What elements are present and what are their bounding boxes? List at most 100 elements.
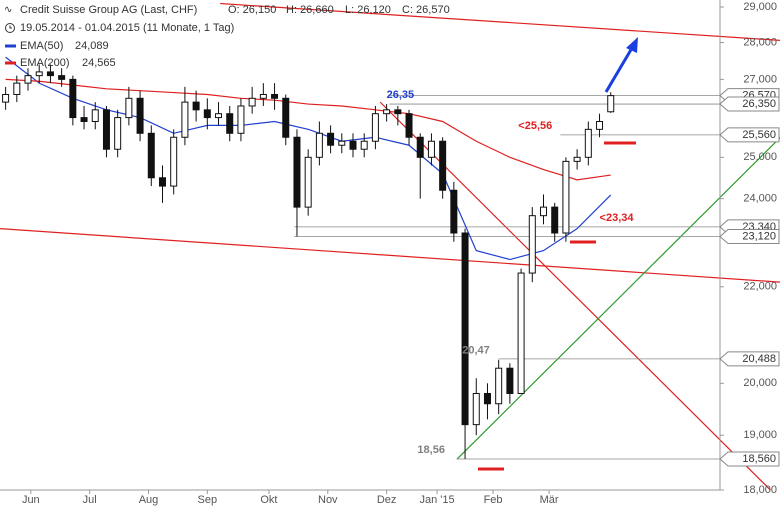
candle-body: [136, 97, 144, 134]
legend-label: EMA(200): [20, 57, 70, 69]
clock-icon: [5, 23, 15, 33]
candle-body: [226, 113, 234, 134]
candle-body: [203, 109, 211, 119]
y-tick-label: 25,000: [743, 151, 777, 163]
x-tick-label: Dez: [377, 494, 397, 506]
y-tick-label: 24,000: [743, 193, 777, 205]
y-tick-label: 20,000: [743, 377, 777, 389]
candle-body: [349, 140, 357, 150]
candle-body: [304, 156, 312, 208]
y-tick-label: 29,000: [743, 1, 777, 13]
x-tick-label: Mär: [540, 494, 559, 506]
candle-body: [338, 140, 346, 146]
plot-area: [0, 2, 780, 490]
candle-body: [91, 109, 99, 122]
candle-body: [584, 128, 592, 158]
y-tick-label: 22,000: [743, 281, 777, 293]
annotation: <25,56: [518, 120, 552, 132]
y-tick-label: 28,000: [743, 36, 777, 48]
candle-body: [596, 120, 604, 130]
candle-body: [427, 140, 435, 158]
x-tick-label: Sep: [198, 494, 218, 506]
candle-body: [293, 136, 301, 208]
candle-body: [192, 101, 200, 111]
candle-body: [158, 177, 166, 187]
candle-body: [2, 93, 10, 103]
candle-body: [562, 160, 570, 234]
level-box: [719, 451, 780, 467]
candle-body: [181, 101, 189, 138]
ohlc: L: 26,120: [345, 4, 391, 16]
candle-body: [125, 97, 133, 119]
annotation: 20,47: [462, 345, 490, 357]
x-tick-label: Aug: [139, 494, 159, 506]
candle-body: [573, 156, 581, 162]
annotation: 26,35: [387, 89, 415, 101]
ohlc: O: 26,150: [228, 4, 276, 16]
candle-body: [416, 136, 424, 158]
trend-line: [456, 136, 780, 460]
x-tick-label: Feb: [484, 494, 503, 506]
candle-body: [315, 132, 323, 158]
candle-body: [282, 97, 290, 138]
clock-icon: [9, 25, 12, 29]
level-box: [719, 127, 780, 143]
candle-body: [472, 392, 480, 426]
arrow: [604, 47, 634, 93]
level-box: [719, 351, 780, 367]
candle-body: [439, 140, 447, 191]
candle-body: [360, 140, 368, 150]
candle-body: [551, 206, 559, 234]
candle-body: [271, 93, 279, 99]
level-label: 20,488: [742, 353, 776, 365]
candle-body: [69, 78, 77, 119]
level-label: 26,350: [742, 98, 776, 110]
ohlc: H: 26,660: [286, 4, 334, 16]
x-tick-label: Okt: [260, 494, 277, 506]
candle-body: [114, 117, 122, 150]
legend-label: EMA(50): [20, 40, 63, 52]
candle-body: [46, 71, 54, 77]
candle-body: [102, 109, 110, 150]
candle-body: [259, 93, 267, 99]
trend-line: [0, 228, 780, 283]
candle-body: [383, 109, 391, 115]
markers: [478, 37, 638, 471]
annotation: 18,56: [417, 444, 445, 456]
candle-body: [495, 367, 503, 405]
ohlc: C: 26,570: [402, 4, 450, 16]
candle-body: [248, 97, 256, 107]
level-label: 18,560: [742, 453, 776, 465]
candle-body: [58, 75, 66, 80]
candle-body: [405, 113, 413, 138]
candle-body: [170, 136, 178, 187]
y-tick-label: 27,000: [743, 73, 777, 85]
candle-body: [80, 117, 88, 122]
trend-line: [220, 2, 780, 41]
y-tick-label: 19,000: [743, 429, 777, 441]
candle-body: [147, 132, 155, 179]
candle-body: [24, 75, 32, 84]
candle-body: [461, 232, 469, 426]
candle-body: [528, 215, 536, 274]
candle-body: [483, 392, 491, 405]
candle-body: [35, 71, 43, 77]
candle-body: [237, 105, 245, 134]
candle-body: [327, 132, 335, 146]
candle-body: [371, 113, 379, 142]
chart-title: Credit Suisse Group AG (Last, CHF): [20, 4, 197, 16]
icon: ∿: [4, 5, 12, 16]
level-box: [719, 96, 780, 112]
x-tick-label: Jan '15: [419, 494, 454, 506]
candle-body: [13, 82, 21, 95]
level-box: [719, 228, 780, 244]
candle-body: [215, 113, 223, 119]
x-tick-label: Nov: [318, 494, 338, 506]
candle-body: [540, 206, 548, 217]
x-tick-label: Jul: [83, 494, 97, 506]
level-label: 25,560: [742, 129, 776, 141]
legend-value: 24,565: [82, 57, 116, 69]
x-tick-label: Jun: [22, 494, 40, 506]
